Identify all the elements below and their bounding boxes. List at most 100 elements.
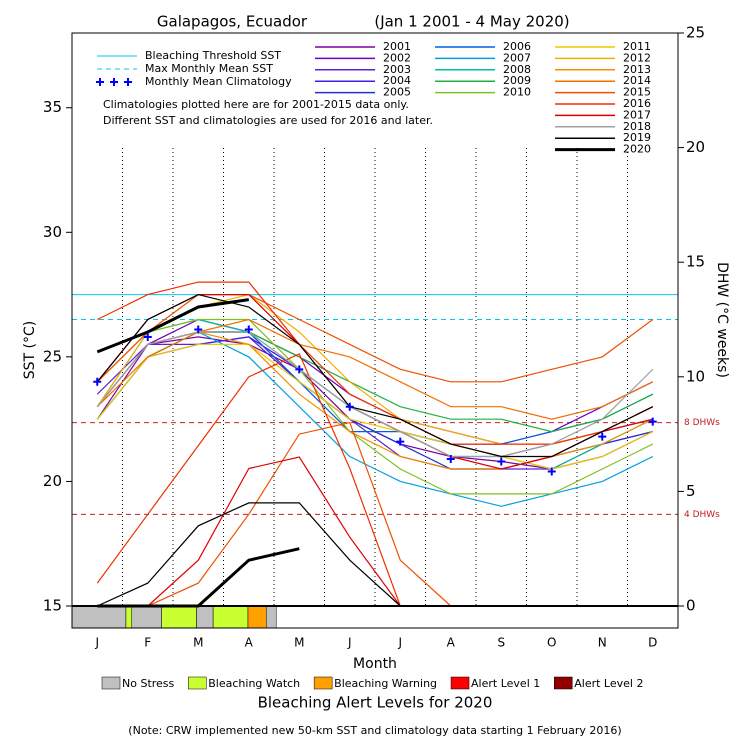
y2-tick-label: 15 <box>686 253 705 271</box>
legend-label: 2001 <box>383 40 411 53</box>
legend-label: 2007 <box>503 51 531 64</box>
alert-swatch <box>450 676 470 690</box>
alert-segment <box>161 605 197 629</box>
legend-label: 2014 <box>623 74 651 87</box>
note: Different SST and climatologies are used… <box>103 114 433 127</box>
sst-line <box>96 318 654 420</box>
dhw-ref-label: 8 DHWs <box>684 418 720 428</box>
chart-subtitle: (Jan 1 2001 - 4 May 2020) <box>374 13 569 31</box>
legend-label: 2019 <box>623 131 651 144</box>
x-tick-label: A <box>245 636 254 650</box>
footnote: (Note: CRW implemented new 50-km SST and… <box>128 724 621 737</box>
x-tick-label: N <box>598 636 607 650</box>
y-tick-label: 20 <box>43 472 62 490</box>
climatology-marker <box>446 455 455 464</box>
alert-segment <box>266 605 277 629</box>
alert-segment <box>131 605 162 629</box>
alert-legend-label: No Stress <box>122 677 175 690</box>
x-tick-label: J <box>94 636 99 650</box>
climatology-marker <box>648 417 657 426</box>
alert-segment <box>247 605 267 629</box>
x-tick-label: O <box>547 636 556 650</box>
y2-tick-label: 20 <box>686 138 705 156</box>
legend-marker <box>96 78 104 86</box>
x-tick-label: D <box>648 636 657 650</box>
legend-label: 2013 <box>623 63 651 76</box>
legend-label: Bleaching Threshold SST <box>145 49 281 62</box>
climatology-marker <box>345 402 354 411</box>
legend-label: 2012 <box>623 51 651 64</box>
alert-segment <box>212 605 249 629</box>
climatology-marker <box>194 325 203 334</box>
x-tick-label: M <box>193 636 203 650</box>
climatology-marker <box>396 437 405 446</box>
alert-legend-label: Alert Level 1 <box>471 677 540 690</box>
alert-legend-label: Bleaching Warning <box>334 677 437 690</box>
legend-label: 2008 <box>503 63 531 76</box>
legend-label: 2004 <box>383 74 411 87</box>
climatology-marker <box>93 377 102 386</box>
legend-label: 2003 <box>383 63 411 76</box>
x-tick-label: M <box>294 636 304 650</box>
climatology-marker <box>295 365 304 374</box>
y2-tick-label: 25 <box>686 24 705 42</box>
y-tick-label: 25 <box>43 347 62 365</box>
sst-line <box>96 318 654 495</box>
legend-label: 2017 <box>623 108 651 121</box>
y2-axis-label: DHW (°C weeks) <box>714 262 730 378</box>
plot-frame <box>71 32 679 629</box>
climatology-marker <box>244 325 253 334</box>
alert-segment <box>125 605 133 629</box>
alert-swatch <box>188 676 207 690</box>
climatology-marker <box>143 332 152 341</box>
legend-label: 2020 <box>623 143 651 156</box>
sst-line <box>96 293 654 458</box>
alert-swatch <box>313 676 333 690</box>
y-tick-label: 30 <box>43 223 62 241</box>
x-tick-label: J <box>347 636 352 650</box>
dhw-line <box>97 547 300 608</box>
sst-line <box>96 331 654 458</box>
sst-line <box>97 281 654 445</box>
climatology-marker <box>598 432 607 441</box>
x-tick-label: J <box>397 636 402 650</box>
legend-label: 2009 <box>503 74 531 87</box>
legend-label: 2016 <box>623 97 651 110</box>
legend-marker <box>110 78 118 86</box>
alert-title: Bleaching Alert Levels for 2020 <box>258 694 493 712</box>
alert-segment <box>196 605 214 629</box>
legend-label: 2018 <box>623 120 651 133</box>
legend-label: 2011 <box>623 40 651 53</box>
alert-legend-label: Bleaching Watch <box>208 677 300 690</box>
y2-tick-label: 0 <box>686 597 696 615</box>
legend-label: 2006 <box>503 40 531 53</box>
sst-line <box>96 343 654 470</box>
x-tick-label: F <box>144 636 151 650</box>
x-tick-label: S <box>497 636 505 650</box>
legend-label: 2005 <box>383 86 411 99</box>
climatology-marker <box>497 457 506 466</box>
sst-line <box>96 294 654 383</box>
sst-line <box>96 298 250 354</box>
y2-tick-label: 5 <box>686 482 696 500</box>
legend-label: 2015 <box>623 86 651 99</box>
dhw-ref-label: 4 DHWs <box>684 510 720 520</box>
alert-swatch <box>101 676 121 690</box>
chart-title: Galapagos, Ecuador <box>157 13 308 31</box>
y-axis-label: SST (°C) <box>22 321 38 379</box>
legend-label: 2002 <box>383 51 411 64</box>
alert-swatch <box>554 676 573 690</box>
legend-label: 2010 <box>503 86 531 99</box>
y-tick-label: 35 <box>43 98 62 116</box>
legend-marker <box>124 78 132 86</box>
alert-legend-label: Alert Level 2 <box>574 677 643 690</box>
y-tick-label: 15 <box>43 597 62 615</box>
alert-segment <box>71 605 127 629</box>
climatology-marker <box>547 467 556 476</box>
note: Climatologies plotted here are for 2001-… <box>103 98 409 111</box>
x-tick-label: A <box>447 636 456 650</box>
legend-label: Monthly Mean Climatology <box>145 75 292 88</box>
legend-label: Max Monthly Mean SST <box>145 62 273 75</box>
